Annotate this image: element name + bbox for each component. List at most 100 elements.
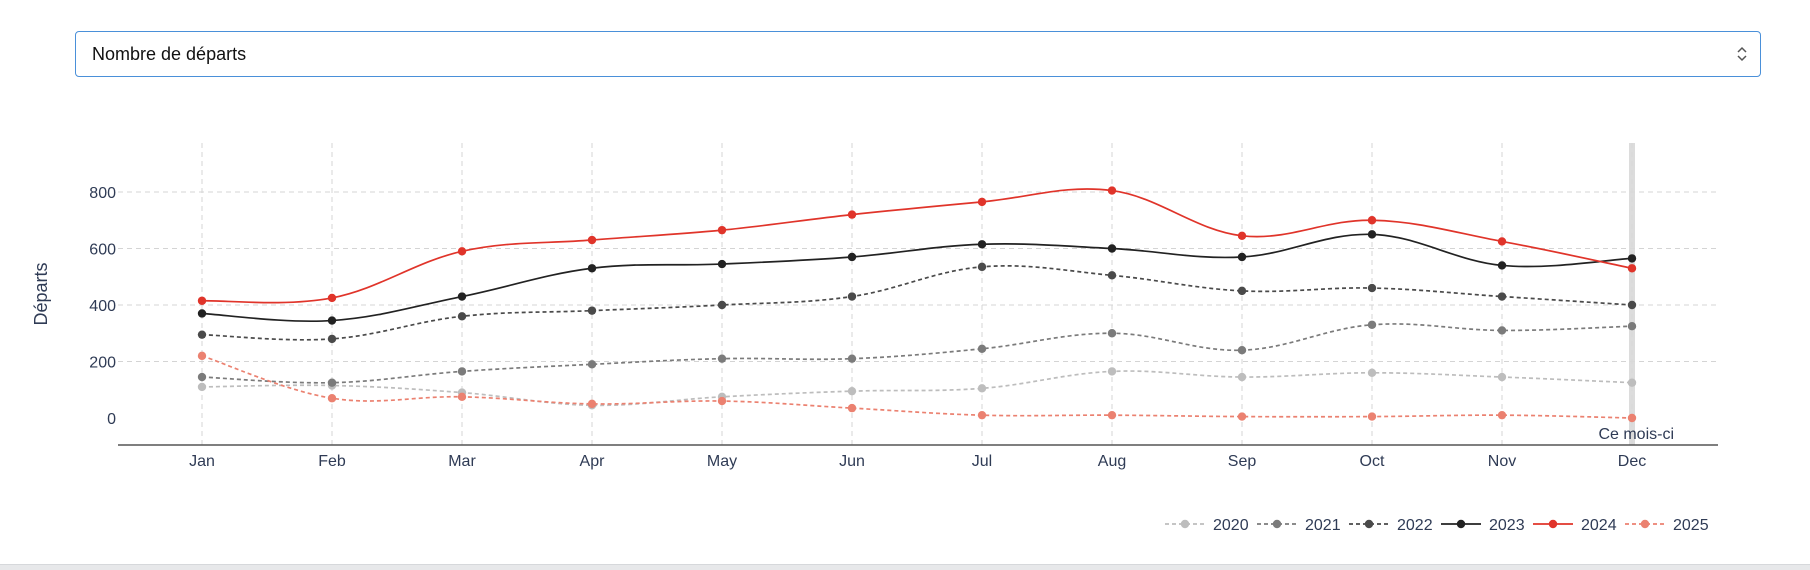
- y-tick-label: 400: [89, 298, 116, 315]
- data-point-2022-may: [717, 300, 727, 310]
- series-line-2023: [201, 233, 1633, 323]
- x-tick-label: Jan: [189, 453, 215, 470]
- data-point-2024-aug: [1107, 186, 1117, 195]
- data-point-2024-may: [717, 225, 727, 235]
- metric-select[interactable]: Nombre de départs: [75, 31, 1761, 77]
- legend-item-2020[interactable]: 2020: [1165, 517, 1249, 534]
- legend-item-2022[interactable]: 2022: [1349, 517, 1433, 534]
- metric-select-value: Nombre de départs: [92, 43, 247, 64]
- data-point-2023-mar: [457, 292, 467, 301]
- data-point-2023-may: [717, 259, 727, 269]
- data-point-2021-apr: [587, 360, 597, 369]
- series-line-2020: [201, 370, 1633, 407]
- y-tick-label: 600: [89, 242, 116, 259]
- data-point-2020-sep: [1237, 372, 1247, 382]
- data-point-2021-jun: [847, 354, 857, 363]
- data-point-2020-jul: [977, 384, 987, 393]
- data-point-2022-aug: [1107, 271, 1117, 280]
- data-point-2024-feb: [327, 293, 337, 303]
- x-tick-label: Feb: [318, 453, 346, 470]
- legend-swatch-marker: [1180, 519, 1190, 529]
- legend-item-2024[interactable]: 2024: [1533, 517, 1617, 534]
- data-point-2020-jan: [197, 382, 207, 392]
- data-point-2024-mar: [457, 247, 467, 256]
- grid: [118, 143, 1718, 445]
- data-point-2021-oct: [1367, 320, 1377, 329]
- data-point-2022-apr: [587, 306, 597, 315]
- chevron-updown-icon: [1737, 46, 1747, 62]
- x-tick-label: Jul: [972, 453, 992, 470]
- data-point-2025-apr: [587, 399, 597, 409]
- series-2023: [197, 230, 1637, 325]
- data-point-2024-nov: [1497, 237, 1507, 246]
- data-point-2024-dec: [1627, 264, 1637, 273]
- footer-bar: [0, 564, 1810, 570]
- series-2020: [197, 367, 1637, 410]
- x-tick-label: May: [707, 453, 737, 470]
- data-point-2023-aug: [1107, 244, 1117, 253]
- data-point-2024-jul: [977, 197, 987, 207]
- series-line-2021: [201, 323, 1633, 384]
- series-line-2024: [201, 188, 1633, 304]
- data-point-2021-mar: [457, 367, 467, 376]
- data-point-2023-sep: [1237, 252, 1247, 262]
- y-tick-label: 0: [107, 411, 116, 428]
- data-point-2024-apr: [587, 235, 597, 245]
- data-point-2020-dec: [1627, 378, 1637, 387]
- x-tick-label: Nov: [1488, 453, 1516, 470]
- legend-label: 2023: [1489, 517, 1525, 534]
- data-point-2023-jun: [847, 252, 857, 262]
- data-point-2024-jan: [197, 296, 207, 305]
- data-point-2021-nov: [1497, 326, 1507, 335]
- legend-swatch-marker: [1640, 519, 1650, 529]
- data-point-2025-sep: [1237, 412, 1247, 421]
- data-point-2023-apr: [587, 264, 597, 273]
- series-2024: [197, 186, 1637, 305]
- data-point-2020-aug: [1107, 367, 1117, 376]
- x-tick-label: Mar: [448, 453, 476, 470]
- data-point-2022-jun: [847, 292, 857, 301]
- data-point-2024-oct: [1367, 216, 1377, 225]
- series: [197, 186, 1637, 423]
- data-point-2025-oct: [1367, 412, 1377, 421]
- data-point-2020-jun: [847, 386, 857, 396]
- data-point-2021-jul: [977, 344, 987, 353]
- data-point-2021-feb: [327, 378, 337, 387]
- legend: 2020 2021 2022 2023 2024 2025: [1165, 517, 1709, 534]
- legend-item-2025[interactable]: 2025: [1625, 517, 1709, 534]
- legend-swatch-marker: [1548, 519, 1558, 529]
- data-point-2022-dec: [1627, 300, 1637, 310]
- legend-item-2021[interactable]: 2021: [1257, 517, 1341, 534]
- current-month-label: Ce mois-ci: [1598, 426, 1674, 443]
- series-2022: [197, 262, 1637, 344]
- x-tick-label: Dec: [1618, 453, 1646, 470]
- data-point-2020-nov: [1497, 372, 1507, 382]
- data-point-2021-aug: [1107, 329, 1117, 338]
- data-point-2022-feb: [327, 334, 337, 344]
- legend-label: 2021: [1305, 517, 1341, 534]
- data-point-2022-nov: [1497, 292, 1507, 301]
- data-point-2022-mar: [457, 312, 467, 321]
- data-point-2022-oct: [1367, 283, 1377, 293]
- data-point-2024-jun: [847, 210, 857, 219]
- data-point-2025-jul: [977, 410, 987, 420]
- legend-item-2023[interactable]: 2023: [1441, 517, 1525, 534]
- legend-label: 2024: [1581, 517, 1617, 534]
- x-tick-label: Apr: [580, 453, 606, 470]
- data-point-2022-jan: [197, 330, 207, 339]
- axes: 0 200 400 600 800 Jan Feb Mar Apr May Jun Jul Aug Sep…: [31, 185, 1718, 470]
- legend-swatch-marker: [1364, 519, 1374, 529]
- data-point-2025-feb: [327, 394, 337, 403]
- data-point-2021-dec: [1627, 321, 1637, 331]
- legend-label: 2022: [1397, 517, 1433, 534]
- legend-label: 2020: [1213, 517, 1249, 534]
- data-point-2023-dec: [1627, 254, 1637, 263]
- legend-label: 2025: [1673, 517, 1709, 534]
- data-point-2023-oct: [1367, 230, 1377, 239]
- x-tick-label: Jun: [839, 453, 865, 470]
- data-point-2022-sep: [1237, 286, 1247, 296]
- y-axis-label: Départs: [31, 262, 51, 325]
- data-point-2021-sep: [1237, 346, 1247, 355]
- series-2025: [197, 351, 1637, 423]
- x-tick-label: Oct: [1360, 453, 1385, 470]
